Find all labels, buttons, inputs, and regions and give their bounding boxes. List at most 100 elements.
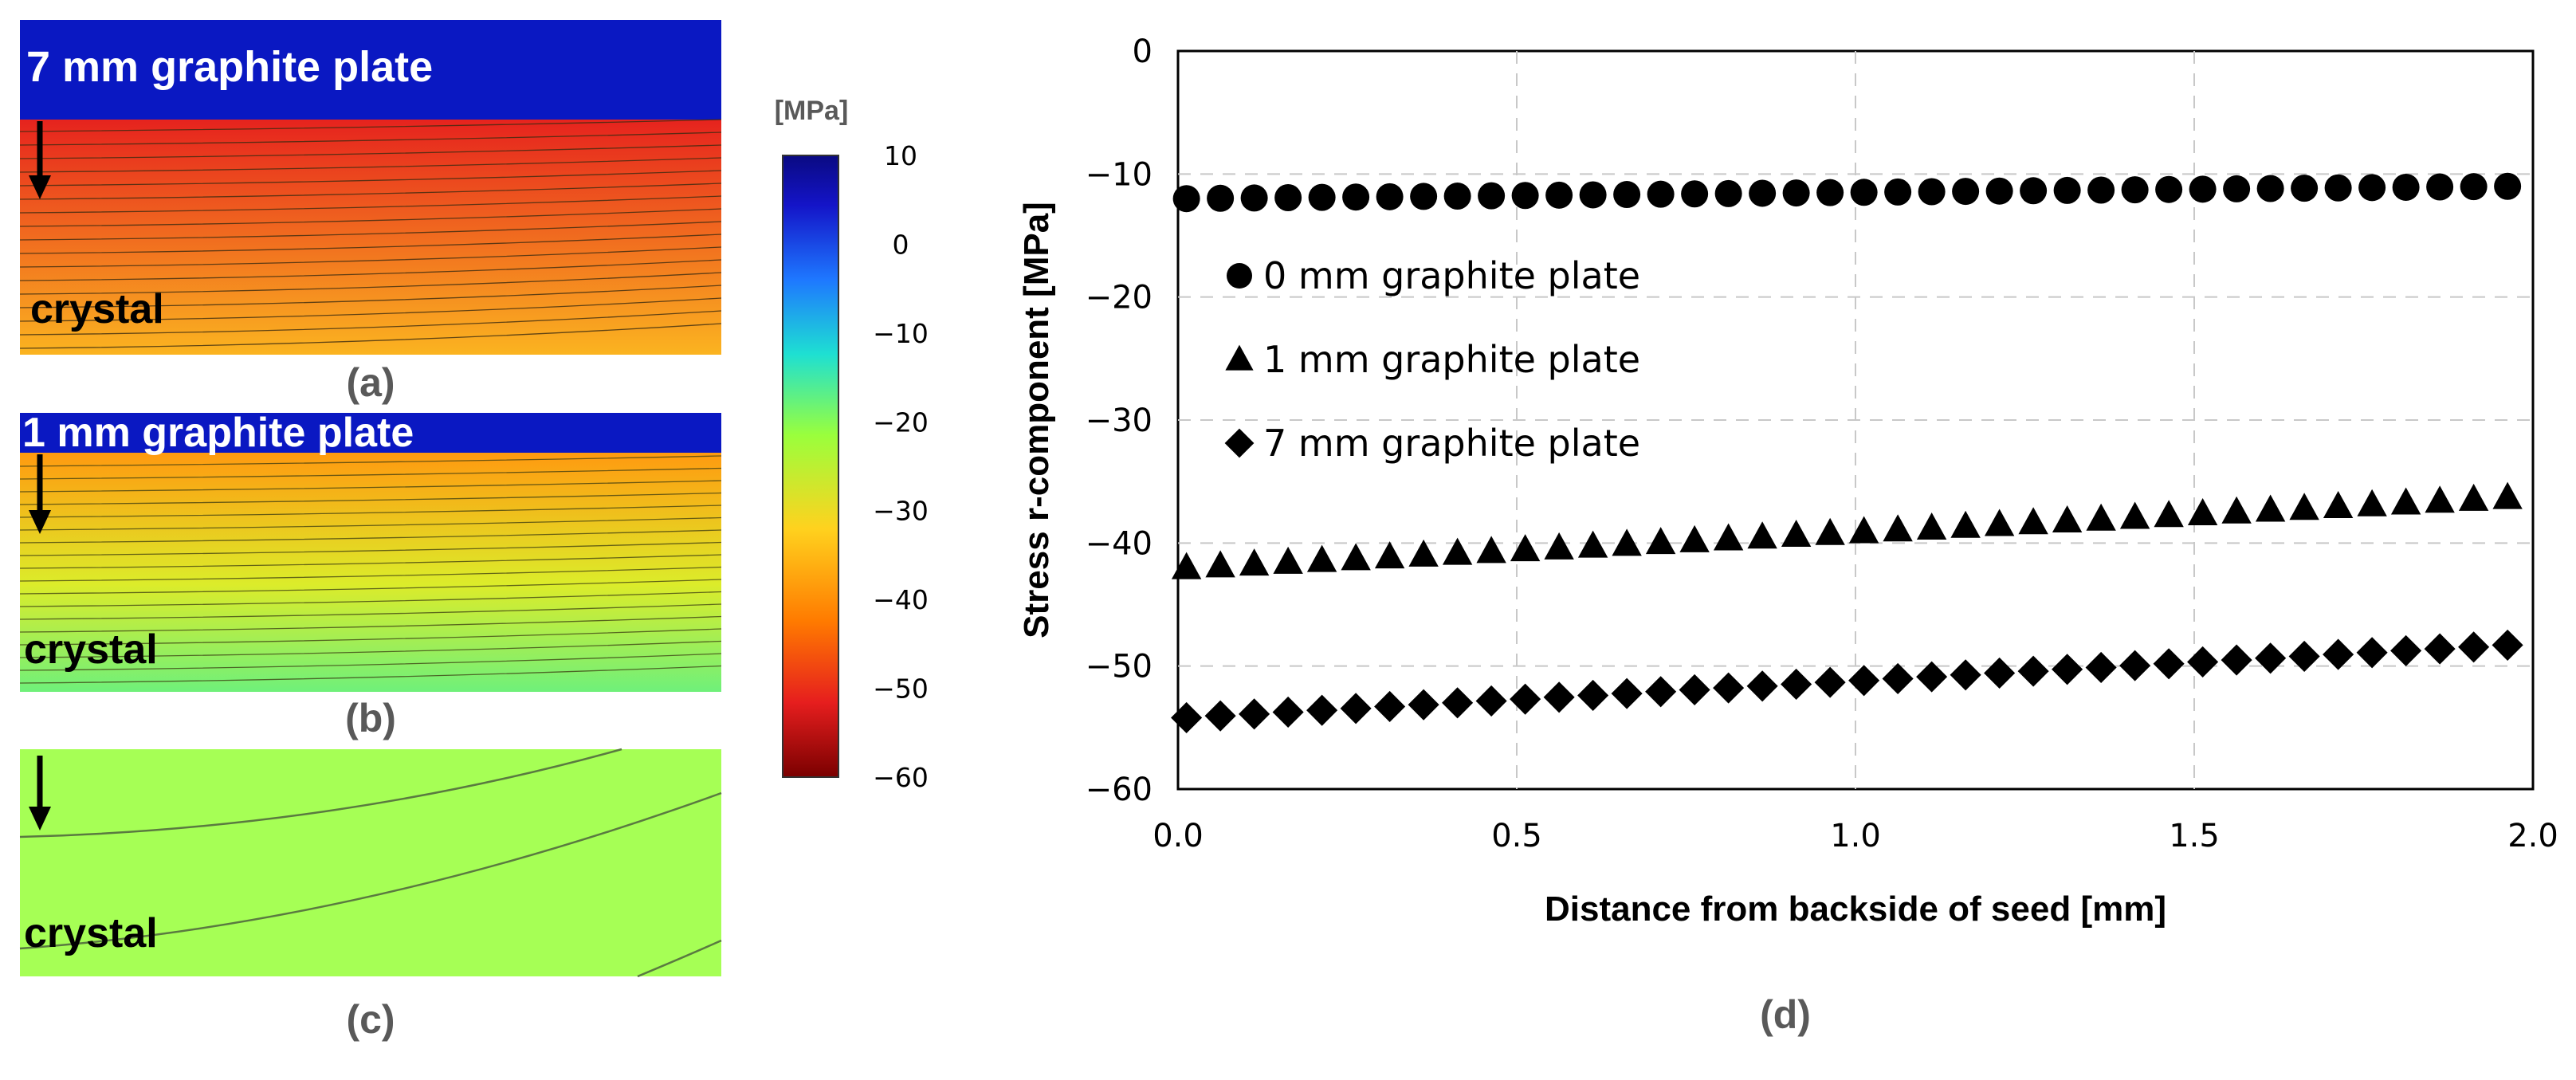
y-tick-label: −60 <box>1086 772 1153 808</box>
colorbar-ticks: 10 0 −10 −20 −30 −40 −50 −60 <box>873 140 929 793</box>
data-point <box>1476 536 1506 564</box>
data-point <box>1510 683 1541 715</box>
data-point <box>1408 539 1439 567</box>
contour-line <box>19 285 722 308</box>
contour-line <box>19 615 722 633</box>
data-point <box>1746 670 1778 702</box>
x-tick-label: 1.0 <box>1830 818 1881 854</box>
data-point <box>1308 183 1336 211</box>
data-point <box>1681 180 1709 208</box>
panel-c: crystal (c) <box>19 748 722 1042</box>
data-point <box>2425 485 2455 513</box>
contour-line <box>19 144 722 159</box>
panel-a-arrowhead-icon <box>29 175 51 199</box>
data-point <box>1749 179 1777 207</box>
data-point <box>1679 674 1710 706</box>
y-axis-label: Stress r-component [MPa] <box>1017 202 1056 638</box>
contour-line <box>19 467 722 480</box>
data-point <box>2492 481 2523 509</box>
data-point <box>1577 530 1608 558</box>
data-point <box>1882 662 1914 695</box>
contour-line <box>19 603 722 620</box>
data-point <box>1714 179 1742 207</box>
contour-line <box>19 119 722 132</box>
data-point <box>2255 494 2286 522</box>
contour-line <box>19 234 722 254</box>
data-point <box>1207 184 1235 212</box>
contour-line <box>19 628 722 646</box>
data-point <box>1272 696 1304 729</box>
data-point <box>1374 541 1405 569</box>
data-point <box>2458 631 2490 663</box>
data-point <box>2221 496 2252 524</box>
panel-a-caption: (a) <box>346 360 395 405</box>
x-tick-label: 2.0 <box>2507 818 2558 854</box>
contour-line <box>19 310 722 336</box>
data-point <box>2121 176 2149 204</box>
legend-entry: 0 mm graphite plate <box>1263 254 1640 297</box>
data-point <box>1545 181 1573 209</box>
panel-d-caption: (d) <box>1760 992 1811 1037</box>
panel-c-crystal-field <box>20 749 721 976</box>
panel-b-plate-label: 1 mm graphite plate <box>22 410 414 456</box>
data-point <box>1612 528 1642 556</box>
y-tick-label: −50 <box>1086 649 1153 685</box>
contour-line <box>19 640 722 658</box>
series-markers <box>1171 172 2523 734</box>
panel-b-contours <box>19 455 722 684</box>
contour-line <box>19 653 722 671</box>
data-point <box>1713 672 1745 704</box>
y-tick-label: −40 <box>1086 525 1153 562</box>
panel-a-crystal-field <box>20 120 721 355</box>
data-point <box>1816 179 1844 206</box>
colorbar: [MPa] 10 0 −10 −20 −30 −40 −50 −60 <box>775 96 929 793</box>
data-point <box>2223 175 2251 202</box>
data-point <box>2086 503 2116 531</box>
panel-a: 7 mm graphite plate crystal (a) <box>19 20 722 405</box>
data-point <box>1848 665 1880 697</box>
panel-c-crystal-label: crystal <box>24 910 158 956</box>
x-tick-label: 0.0 <box>1153 818 1204 854</box>
data-point <box>2020 177 2048 205</box>
data-point <box>1408 689 1439 721</box>
data-point <box>2288 640 2320 672</box>
contour-line <box>19 480 722 493</box>
data-point <box>1883 514 1913 542</box>
legend-marker-triangle <box>1225 344 1254 371</box>
data-point <box>1952 178 1980 206</box>
data-point <box>1782 179 1810 207</box>
data-point <box>1679 524 1710 552</box>
panel-a-contours <box>19 119 722 349</box>
data-point <box>2052 505 2083 533</box>
data-point <box>2323 638 2354 670</box>
data-point <box>1647 180 1675 208</box>
contour-line <box>19 132 722 146</box>
contour-line <box>19 591 722 607</box>
colorbar-gradient <box>782 155 839 778</box>
legend: 0 mm graphite plate 1 mm graphite plate 7 … <box>1224 254 1640 465</box>
data-point <box>2189 175 2217 203</box>
data-point <box>1274 184 1302 212</box>
panel-a-plate <box>20 20 721 120</box>
data-point <box>2018 507 2048 535</box>
data-point <box>2291 175 2319 202</box>
data-point <box>1950 659 1981 691</box>
data-point <box>1984 509 2015 536</box>
data-point <box>1781 668 1812 701</box>
x-tick-label: 1.5 <box>2169 818 2220 854</box>
panel-c-arrowhead-icon <box>29 807 51 831</box>
data-point <box>2052 654 2083 685</box>
contour-line <box>19 505 722 518</box>
contour-line <box>19 529 722 544</box>
contour-line <box>19 554 722 569</box>
data-point <box>1171 552 1202 579</box>
contour-line <box>19 208 722 227</box>
series-diamond <box>1171 629 2523 734</box>
data-point <box>1985 177 2013 205</box>
contour-line <box>19 272 722 295</box>
contour-line <box>19 157 722 173</box>
data-point <box>1916 513 1947 540</box>
series-circle <box>1172 172 2522 213</box>
data-point <box>2153 648 2185 680</box>
panel-d-chart: 0 −10 −20 −30 −40 −50 −60 0.0 0.5 1.0 1.5 2.0 0 mm… <box>1017 33 2558 1037</box>
